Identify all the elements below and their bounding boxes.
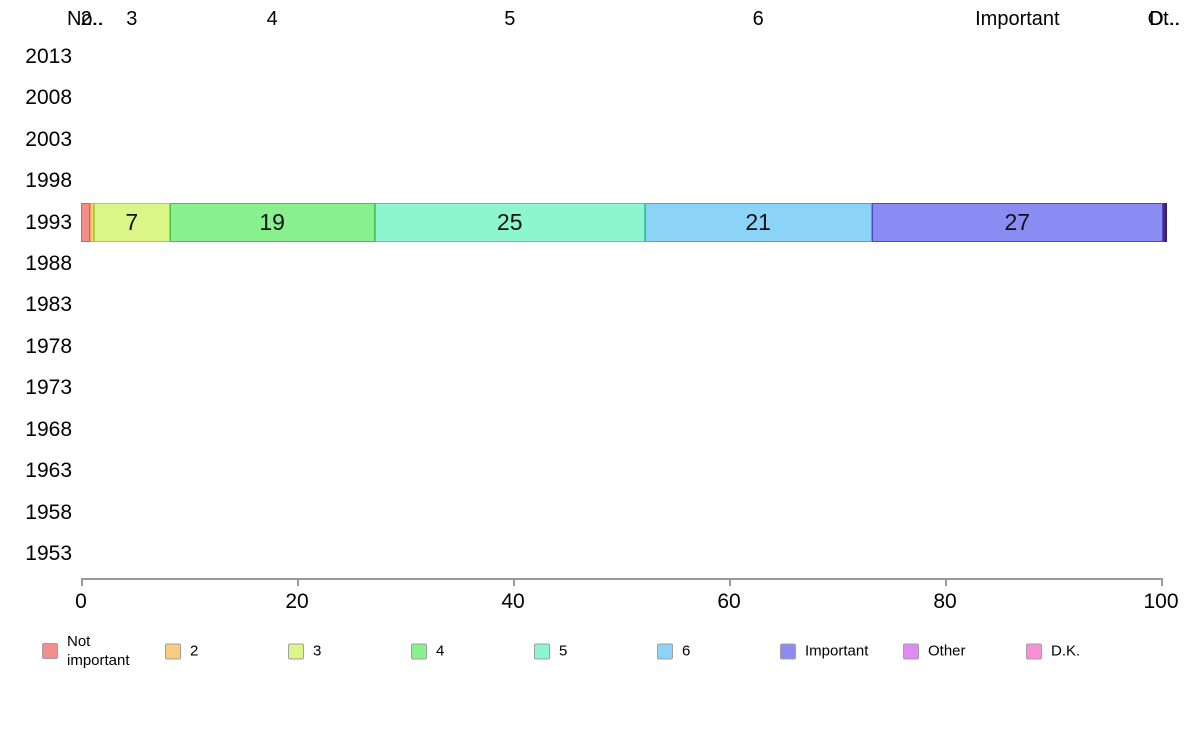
legend-swatch [42, 643, 58, 659]
legend-item-other[interactable]: Other [903, 642, 966, 661]
series-top-label-6: 6 [752, 8, 764, 30]
series-top-label-4: 4 [266, 8, 278, 30]
bar-segment-6[interactable]: 21 [644, 203, 872, 243]
legend-item-6[interactable]: 6 [657, 642, 690, 661]
legend-item-important[interactable]: Important [780, 642, 868, 661]
x-axis-tick-label: 0 [75, 590, 87, 613]
legend-label: 2 [190, 642, 199, 660]
bar-segment-3[interactable]: 7 [93, 203, 170, 243]
series-top-label-2: 2.. [80, 8, 103, 30]
legend-label: Important [805, 642, 869, 660]
x-axis-tick-mark [729, 578, 731, 586]
legend-swatch [780, 643, 796, 659]
legend-swatch [411, 643, 427, 659]
series-top-label-3: 3 [126, 8, 138, 30]
y-axis-label: 1963 [25, 459, 72, 483]
x-axis-tick-mark [945, 578, 947, 586]
legend-swatch [657, 643, 673, 659]
series-top-label-d-k-: D... [1149, 8, 1181, 30]
x-axis-tick-mark [297, 578, 299, 586]
bar-segment-important[interactable]: 27 [871, 203, 1164, 243]
y-axis-label: 1958 [25, 500, 72, 524]
x-axis-tick-mark [81, 578, 83, 586]
y-axis-label: 1983 [25, 293, 72, 317]
segment-value-label: 19 [259, 209, 285, 236]
legend-item-4[interactable]: 4 [411, 642, 444, 661]
y-axis-label: 1988 [25, 252, 72, 276]
legend-swatch [1026, 643, 1042, 659]
series-top-label-5: 5 [504, 8, 516, 30]
segment-value-label: 25 [496, 209, 523, 236]
bar-row-1993: 7 19 25 21 27 [81, 203, 1168, 243]
y-axis-label: 1993 [25, 210, 72, 234]
legend-label: Other [928, 642, 966, 660]
legend-item-3[interactable]: 3 [288, 642, 321, 661]
x-axis-tick-label: 20 [285, 590, 309, 613]
legend-label: D.K. [1051, 642, 1081, 660]
bar-segment-4[interactable]: 19 [169, 203, 375, 243]
legend-label: 4 [436, 642, 445, 660]
y-axis-label: 1968 [25, 417, 72, 441]
series-top-label-important: Important [975, 8, 1060, 30]
legend-label: Not important [67, 633, 130, 669]
legend-swatch [165, 643, 181, 659]
segment-value-label: 7 [125, 209, 139, 236]
bar-segment-not-important[interactable] [81, 203, 90, 243]
x-axis-tick-label: 60 [717, 590, 741, 613]
legend-swatch [534, 643, 550, 659]
legend-swatch [288, 643, 304, 659]
segment-value-label: 27 [1004, 209, 1031, 236]
series-top-label-not-important: No.. [66, 8, 104, 30]
y-axis-label: 1953 [25, 542, 72, 566]
segment-value-label: 21 [745, 209, 771, 236]
legend-label: 5 [559, 642, 568, 660]
legend-item-d-k-[interactable]: D.K. [1026, 642, 1080, 661]
bar-segment-5[interactable]: 25 [374, 203, 645, 243]
legend-label: 3 [313, 642, 322, 660]
legend-swatch [903, 643, 919, 659]
legend-label: 6 [682, 642, 691, 660]
bar-segment-2[interactable] [89, 203, 94, 243]
x-axis-tick-label: 80 [933, 590, 957, 613]
bar-segment-other[interactable] [1163, 203, 1166, 243]
series-top-label-other: Ot.. [1147, 8, 1180, 30]
x-axis-tick-mark [513, 578, 515, 586]
x-axis-tick-label: 100 [1143, 590, 1179, 613]
x-axis-line [81, 578, 1163, 580]
y-axis-label: 2008 [25, 86, 72, 110]
legend-item-not-important[interactable]: Not important [42, 632, 151, 670]
legend-item-2[interactable]: 2 [165, 642, 198, 661]
legend-item-5[interactable]: 5 [534, 642, 567, 661]
y-axis-label: 2013 [25, 44, 72, 68]
y-axis-label: 1978 [25, 334, 72, 358]
bar-segment-d-k-[interactable] [1165, 203, 1168, 243]
x-axis-tick-mark [1161, 578, 1163, 586]
y-axis-label: 1998 [25, 169, 72, 193]
y-axis-label: 2003 [25, 127, 72, 151]
y-axis-label: 1973 [25, 376, 72, 400]
x-axis-tick-label: 40 [501, 590, 525, 613]
